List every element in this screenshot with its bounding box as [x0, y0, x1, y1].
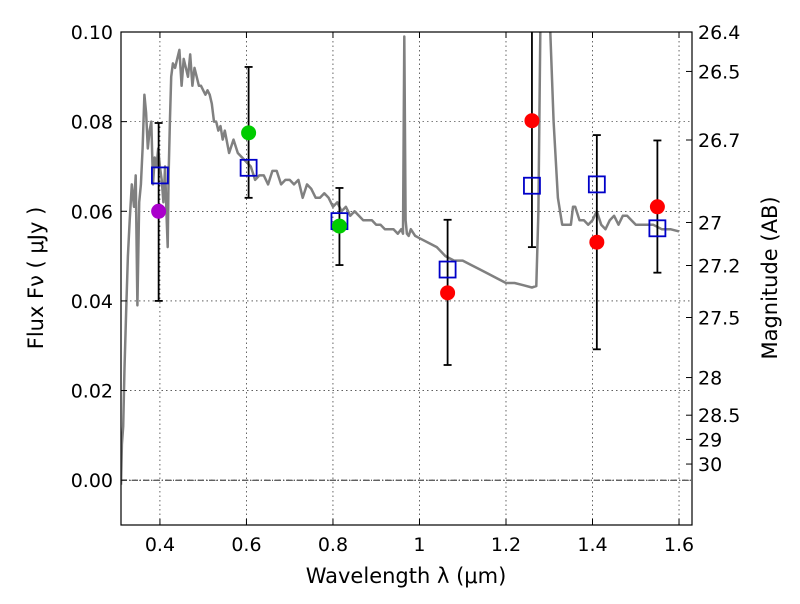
- y-tick-label: 0.10: [71, 22, 113, 44]
- observed-point: [440, 285, 456, 301]
- y2-axis-label: Magnitude (AB): [758, 196, 782, 359]
- y2-tick-label: 26.4: [698, 22, 740, 44]
- y2-tick-label: 28.5: [698, 405, 740, 427]
- observed-point: [589, 234, 605, 250]
- y2-tick-label: 27: [698, 212, 722, 234]
- x-tick-label: 1.6: [664, 534, 694, 556]
- model-point: [239, 158, 258, 177]
- y-tick-label: 0.04: [71, 291, 113, 313]
- model-point: [438, 260, 457, 279]
- observed-point: [151, 203, 167, 219]
- y-tick-label: 0.06: [71, 201, 113, 223]
- x-tick-label: 1: [413, 534, 425, 556]
- model-spectrum-line: [121, 32, 680, 485]
- x-axis-label: Wavelength λ (μm): [306, 564, 507, 588]
- y-tick-label: 0.00: [71, 470, 113, 492]
- data-layer: [121, 32, 680, 485]
- observed-point: [331, 218, 347, 234]
- x-tick-label: 0.6: [231, 534, 261, 556]
- model-point: [648, 219, 667, 238]
- y2-tick-label: 27.2: [698, 256, 740, 278]
- x-tick-label: 0.8: [318, 534, 348, 556]
- y2-tick-label: 26.5: [698, 61, 740, 83]
- model-point: [587, 175, 606, 194]
- observed-point: [524, 113, 540, 129]
- observed-point: [241, 125, 257, 141]
- model-point: [523, 176, 541, 195]
- x-tick-label: 1.4: [577, 534, 607, 556]
- y2-tick-label: 26.7: [698, 130, 740, 152]
- y2-tick-label: 27.5: [698, 307, 740, 329]
- y-tick-label: 0.02: [71, 381, 113, 403]
- axis-layer: 0.4 0.6 0.8 1 1.2 1.4 1.6 0.00 0.02 0.04 0.06 0.08 0…: [71, 22, 741, 556]
- x-tick-label: 0.4: [145, 534, 175, 556]
- y-axis-label: Flux Fν ( μJy ): [24, 207, 48, 350]
- y2-tick-label: 30: [698, 454, 722, 476]
- y-tick-label: 0.08: [71, 112, 113, 134]
- plot-frame: [120, 31, 693, 526]
- y2-tick-label: 29: [698, 429, 722, 451]
- y2-tick-label: 28: [698, 368, 722, 390]
- model-point: [151, 166, 169, 185]
- x-tick-label: 1.2: [491, 534, 521, 556]
- observed-point: [649, 199, 665, 215]
